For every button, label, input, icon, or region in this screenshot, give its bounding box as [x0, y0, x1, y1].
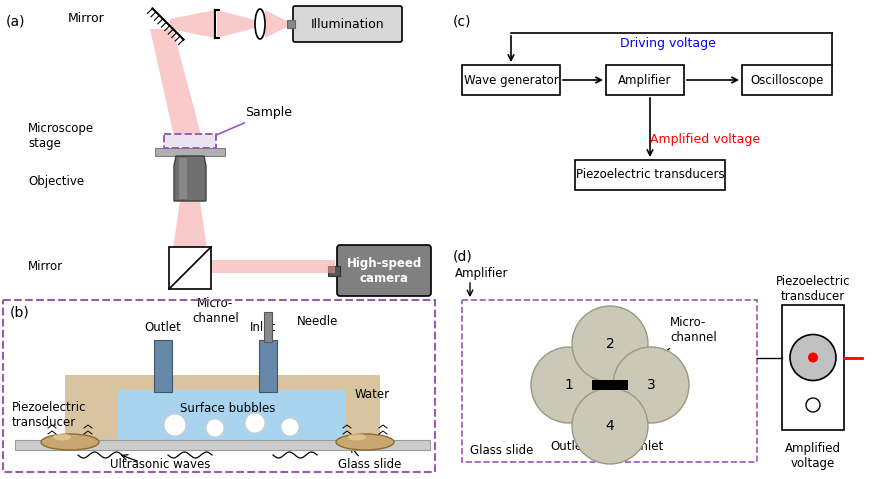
- Text: Outlet: Outlet: [145, 321, 181, 334]
- Polygon shape: [217, 10, 255, 38]
- Text: Driving voltage: Driving voltage: [620, 36, 716, 49]
- Text: Inlet: Inlet: [638, 440, 664, 453]
- Circle shape: [281, 418, 299, 436]
- Text: Glass slide: Glass slide: [470, 444, 534, 457]
- Bar: [179, 158, 187, 199]
- Circle shape: [572, 306, 648, 382]
- Circle shape: [597, 380, 607, 390]
- Text: Micro-
channel: Micro- channel: [637, 316, 717, 375]
- Bar: [782, 305, 844, 430]
- Polygon shape: [172, 201, 208, 255]
- Text: Microscope
stage: Microscope stage: [28, 122, 94, 150]
- Circle shape: [245, 413, 265, 433]
- Bar: [606, 65, 684, 95]
- Text: Amplifier: Amplifier: [618, 73, 671, 87]
- Text: Wave generator: Wave generator: [464, 73, 558, 87]
- Text: Amplified voltage: Amplified voltage: [650, 134, 760, 147]
- Text: Oscilloscope: Oscilloscope: [750, 73, 824, 87]
- Bar: [575, 160, 725, 190]
- Bar: [154, 340, 172, 392]
- Bar: [3, 300, 435, 472]
- Circle shape: [808, 353, 818, 363]
- Text: Illumination: Illumination: [310, 18, 385, 31]
- Circle shape: [164, 414, 186, 436]
- Circle shape: [206, 419, 224, 437]
- Text: Sample: Sample: [204, 106, 292, 140]
- Circle shape: [806, 398, 820, 412]
- Text: 4: 4: [606, 419, 615, 433]
- Text: (d): (d): [453, 250, 473, 264]
- Text: Ultrasonic waves: Ultrasonic waves: [110, 458, 210, 471]
- Text: High-speed
camera: High-speed camera: [346, 256, 422, 285]
- Circle shape: [613, 380, 623, 390]
- Text: Piezoelectric
transducer: Piezoelectric transducer: [12, 401, 86, 429]
- Polygon shape: [265, 10, 287, 38]
- Circle shape: [572, 388, 648, 464]
- Circle shape: [790, 334, 836, 380]
- Text: Amplified
voltage: Amplified voltage: [785, 442, 841, 470]
- Bar: [118, 390, 345, 440]
- Bar: [592, 380, 628, 390]
- Text: Mirror: Mirror: [28, 260, 63, 273]
- Text: Needle: Needle: [297, 315, 338, 328]
- Polygon shape: [169, 247, 211, 289]
- Text: Piezoelectric transducers: Piezoelectric transducers: [576, 169, 725, 182]
- Bar: [462, 65, 560, 95]
- Bar: [65, 375, 380, 440]
- Text: Inlet: Inlet: [250, 321, 276, 334]
- Bar: [328, 265, 340, 275]
- Text: Glass slide: Glass slide: [338, 458, 402, 471]
- Bar: [742, 65, 832, 95]
- Circle shape: [531, 347, 607, 423]
- Bar: [287, 20, 295, 28]
- Bar: [259, 340, 277, 392]
- Bar: [15, 440, 430, 450]
- Text: (b): (b): [10, 305, 30, 319]
- Polygon shape: [150, 29, 204, 146]
- Text: Outlet: Outlet: [550, 440, 588, 453]
- Bar: [264, 312, 272, 342]
- Circle shape: [613, 347, 689, 423]
- FancyBboxPatch shape: [293, 6, 402, 42]
- Ellipse shape: [41, 434, 99, 450]
- Bar: [155, 148, 225, 156]
- Text: (a): (a): [6, 14, 25, 28]
- Ellipse shape: [348, 433, 366, 441]
- Text: (c): (c): [453, 14, 472, 28]
- Text: Water: Water: [355, 388, 390, 401]
- Ellipse shape: [255, 9, 265, 39]
- Text: 3: 3: [647, 378, 656, 392]
- Polygon shape: [174, 156, 206, 201]
- Ellipse shape: [336, 434, 394, 450]
- Text: Mirror: Mirror: [68, 12, 105, 25]
- Bar: [169, 247, 211, 289]
- Text: 1: 1: [564, 378, 574, 392]
- Text: Objective: Objective: [28, 175, 84, 189]
- Text: Piezoelectric
transducer: Piezoelectric transducer: [776, 275, 850, 303]
- Ellipse shape: [53, 433, 71, 441]
- Polygon shape: [170, 10, 215, 38]
- Text: Surface bubbles: Surface bubbles: [181, 401, 276, 414]
- Bar: [164, 134, 216, 148]
- Text: 2: 2: [606, 337, 615, 351]
- FancyBboxPatch shape: [337, 245, 431, 296]
- Text: Micro-
channel: Micro- channel: [192, 297, 239, 325]
- Bar: [462, 300, 757, 462]
- Text: Amplifier: Amplifier: [455, 267, 508, 280]
- Polygon shape: [211, 260, 335, 273]
